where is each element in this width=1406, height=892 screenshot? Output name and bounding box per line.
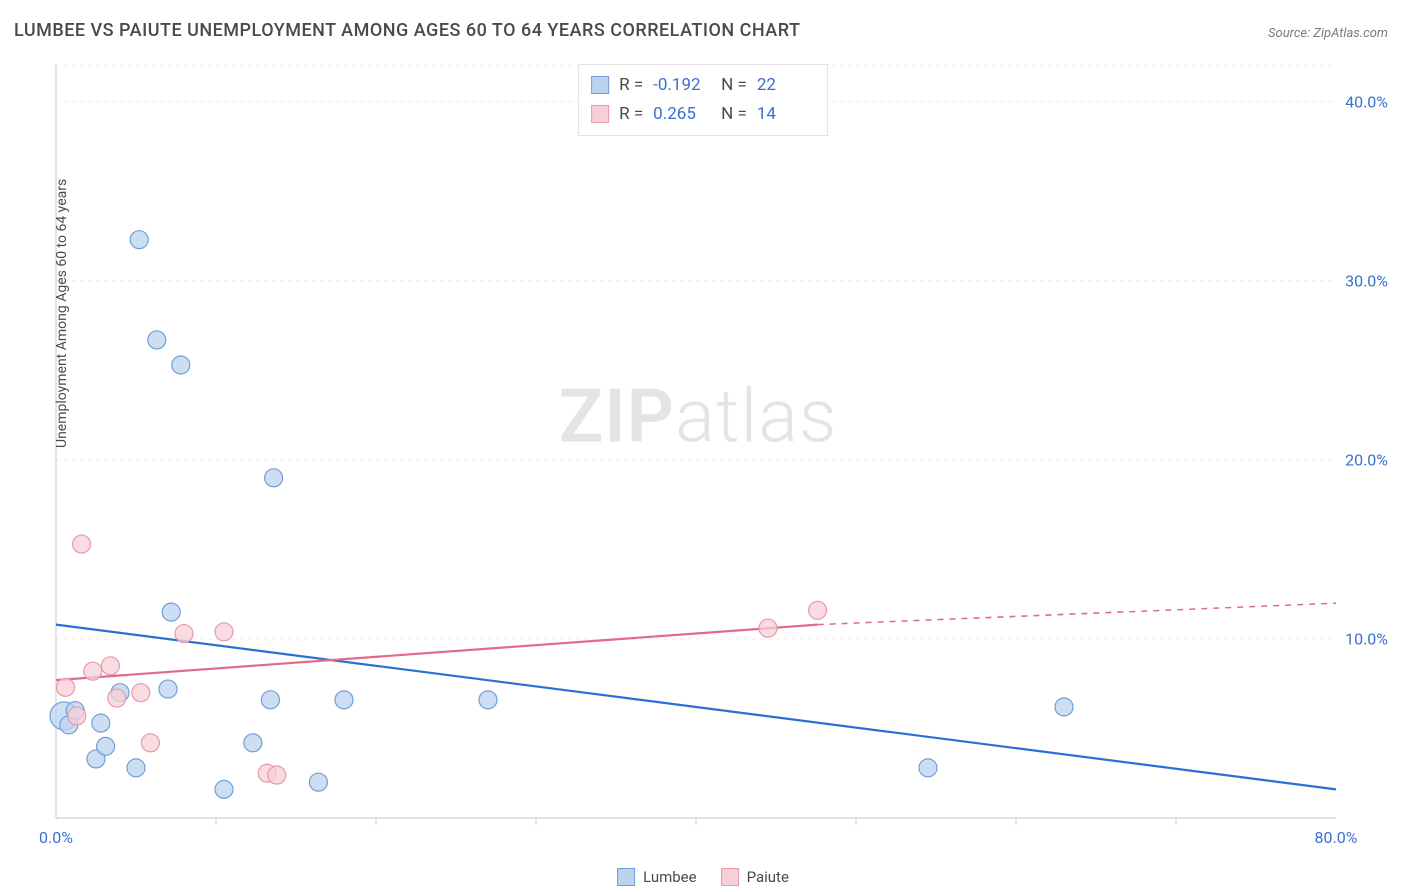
data-point-paiute	[57, 678, 75, 696]
y-axis-label: Unemployment Among Ages 60 to 64 years	[54, 179, 70, 448]
stats-row-lumbee: R = -0.192 N = 22	[591, 71, 815, 100]
series-legend: Lumbee Paiute	[617, 868, 789, 886]
chart-container: Unemployment Among Ages 60 to 64 years Z…	[48, 58, 1348, 838]
trend-line-paiute	[56, 625, 818, 681]
data-point-paiute	[101, 657, 119, 675]
stats-row-paiute: R = 0.265 N = 14	[591, 100, 815, 129]
n-value: 22	[757, 71, 815, 100]
data-point-paiute	[73, 535, 91, 553]
page-title: LUMBEE VS PAIUTE UNEMPLOYMENT AMONG AGES…	[14, 20, 800, 41]
data-point-lumbee	[130, 231, 148, 249]
r-value: 0.265	[653, 100, 711, 129]
legend-label: Paiute	[747, 868, 789, 886]
y-tick-label: 20.0%	[1345, 450, 1388, 469]
data-point-paiute	[132, 684, 150, 702]
data-point-lumbee	[919, 759, 937, 777]
data-point-paiute	[175, 625, 193, 643]
data-point-lumbee	[97, 737, 115, 755]
y-tick-label: 10.0%	[1345, 629, 1388, 648]
data-point-lumbee	[261, 691, 279, 709]
data-point-lumbee	[215, 780, 233, 798]
r-value: -0.192	[653, 71, 711, 100]
data-point-paiute	[108, 689, 126, 707]
data-point-paiute	[215, 623, 233, 641]
correlation-stats-box: R = -0.192 N = 22 R = 0.265 N = 14	[578, 64, 828, 136]
data-point-lumbee	[335, 691, 353, 709]
data-point-paiute	[809, 601, 827, 619]
x-tick-label: 80.0%	[1315, 828, 1358, 847]
n-label: N =	[721, 100, 747, 129]
n-value: 14	[757, 100, 815, 129]
data-point-lumbee	[265, 469, 283, 487]
r-label: R =	[619, 71, 643, 100]
legend-item-lumbee: Lumbee	[617, 868, 697, 886]
y-tick-label: 30.0%	[1345, 271, 1388, 290]
data-point-paiute	[141, 734, 159, 752]
scatter-plot	[48, 58, 1348, 838]
source-attribution: Source: ZipAtlas.com	[1268, 26, 1388, 41]
legend-label: Lumbee	[643, 868, 697, 886]
data-point-lumbee	[172, 356, 190, 374]
y-tick-label: 40.0%	[1345, 92, 1388, 111]
swatch-icon	[721, 868, 739, 886]
n-label: N =	[721, 71, 747, 100]
data-point-lumbee	[159, 680, 177, 698]
r-label: R =	[619, 100, 643, 129]
data-point-paiute	[68, 707, 86, 725]
data-point-paiute	[268, 766, 286, 784]
trend-line-extension-paiute	[818, 603, 1336, 624]
data-point-lumbee	[92, 714, 110, 732]
trend-line-lumbee	[56, 625, 1336, 790]
data-point-lumbee	[1055, 698, 1073, 716]
data-point-lumbee	[479, 691, 497, 709]
data-point-lumbee	[127, 759, 145, 777]
data-point-paiute	[84, 662, 102, 680]
data-point-paiute	[759, 619, 777, 637]
data-point-lumbee	[244, 734, 262, 752]
data-point-lumbee	[309, 773, 327, 791]
data-point-lumbee	[162, 603, 180, 621]
swatch-icon	[617, 868, 635, 886]
legend-item-paiute: Paiute	[721, 868, 789, 886]
x-tick-label: 0.0%	[39, 828, 73, 847]
swatch-icon	[591, 105, 609, 123]
swatch-icon	[591, 76, 609, 94]
data-point-lumbee	[148, 331, 166, 349]
